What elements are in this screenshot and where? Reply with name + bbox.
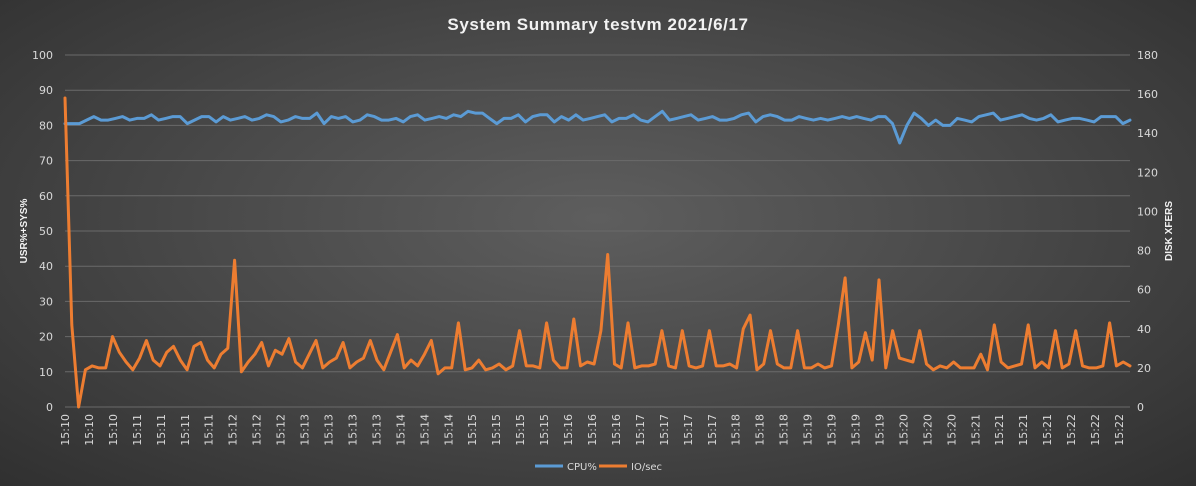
x-tick-label: 15:11 — [155, 414, 168, 446]
x-tick-label: 15:15 — [466, 414, 479, 446]
y2-axis-label: DISK XFERS — [1164, 201, 1175, 261]
legend-label-cpu: CPU% — [567, 462, 597, 473]
x-tick-label: 15:17 — [682, 414, 695, 446]
x-tick-label: 15:19 — [802, 414, 815, 446]
x-tick-label: 15:13 — [346, 414, 359, 446]
y2-tick-label: 140 — [1137, 127, 1158, 140]
y-tick-label: 50 — [39, 225, 53, 238]
y-tick-label: 30 — [39, 295, 53, 308]
x-tick-label: 15:15 — [514, 414, 527, 446]
y2-tick-label: 180 — [1137, 49, 1158, 62]
x-tick-label: 15:21 — [993, 414, 1006, 446]
x-tick-label: 15:21 — [1017, 414, 1030, 446]
y2-tick-label: 60 — [1137, 284, 1151, 297]
x-tick-label: 15:21 — [1041, 414, 1054, 446]
x-axis-ticks: 15:10 15:10 15:10 15:11 15:11 15:11 15:11 15:12… — [59, 414, 1126, 446]
x-tick-label: 15:11 — [179, 414, 192, 446]
x-tick-label: 15:14 — [418, 414, 431, 446]
x-tick-label: 15:13 — [370, 414, 383, 446]
y-tick-label: 60 — [39, 190, 53, 203]
x-tick-label: 15:12 — [227, 414, 240, 446]
y-axis-label: USR%+SYS% — [19, 199, 30, 264]
y2-tick-label: 40 — [1137, 323, 1151, 336]
x-tick-label: 15:19 — [826, 414, 839, 446]
x-tick-label: 15:18 — [754, 414, 767, 446]
y2-axis-ticks: 0 20 40 60 80 100 120 140 160 180 — [1137, 49, 1158, 414]
y-tick-label: 10 — [39, 366, 53, 379]
x-tick-label: 15:22 — [1065, 414, 1078, 446]
y-tick-label: 90 — [39, 84, 53, 97]
y-tick-label: 0 — [46, 401, 53, 414]
series-line-cpu — [63, 109, 1132, 145]
x-tick-label: 15:21 — [969, 414, 982, 446]
x-tick-label: 15:17 — [634, 414, 647, 446]
x-tick-label: 15:22 — [1089, 414, 1102, 446]
legend-label-io: IO/sec — [631, 462, 662, 473]
y2-tick-label: 0 — [1137, 401, 1144, 414]
y2-tick-label: 120 — [1137, 166, 1158, 179]
y-tick-label: 40 — [39, 260, 53, 273]
x-tick-label: 15:10 — [107, 414, 120, 446]
y2-tick-label: 100 — [1137, 205, 1158, 218]
x-tick-label: 15:22 — [1113, 414, 1126, 446]
y-tick-label: 100 — [32, 49, 53, 62]
x-tick-label: 15:14 — [442, 414, 455, 446]
chart-title: System Summary testvm 2021/6/17 — [447, 15, 748, 34]
x-tick-label: 15:13 — [323, 414, 336, 446]
x-tick-label: 15:10 — [83, 414, 96, 446]
y2-tick-label: 160 — [1137, 88, 1158, 101]
series-lines — [63, 96, 1132, 409]
x-tick-label: 15:16 — [586, 414, 599, 446]
x-tick-label: 15:16 — [610, 414, 623, 446]
x-tick-label: 15:12 — [275, 414, 288, 446]
x-tick-label: 15:18 — [730, 414, 743, 446]
y-tick-label: 70 — [39, 155, 53, 168]
x-tick-label: 15:12 — [251, 414, 264, 446]
x-tick-label: 15:20 — [945, 414, 958, 446]
legend: CPU% IO/sec — [535, 462, 662, 473]
x-tick-label: 15:15 — [538, 414, 551, 446]
x-tick-label: 15:17 — [658, 414, 671, 446]
x-tick-label: 15:19 — [873, 414, 886, 446]
x-tick-label: 15:17 — [706, 414, 719, 446]
x-tick-label: 15:19 — [850, 414, 863, 446]
series-line-io — [63, 96, 1132, 409]
x-tick-label: 15:14 — [394, 414, 407, 446]
x-tick-label: 15:16 — [562, 414, 575, 446]
x-tick-label: 15:11 — [203, 414, 216, 446]
y-tick-label: 20 — [39, 331, 53, 344]
x-tick-label: 15:20 — [921, 414, 934, 446]
x-tick-label: 15:11 — [131, 414, 144, 446]
x-tick-label: 15:10 — [59, 414, 72, 446]
y-axis-ticks: 0 10 20 30 40 50 60 70 80 90 100 — [32, 49, 53, 414]
x-tick-label: 15:18 — [778, 414, 791, 446]
x-tick-label: 15:13 — [299, 414, 312, 446]
y2-tick-label: 80 — [1137, 245, 1151, 258]
x-tick-label: 15:15 — [490, 414, 503, 446]
y-tick-label: 80 — [39, 119, 53, 132]
x-tick-label: 15:20 — [897, 414, 910, 446]
y2-tick-label: 20 — [1137, 362, 1151, 375]
